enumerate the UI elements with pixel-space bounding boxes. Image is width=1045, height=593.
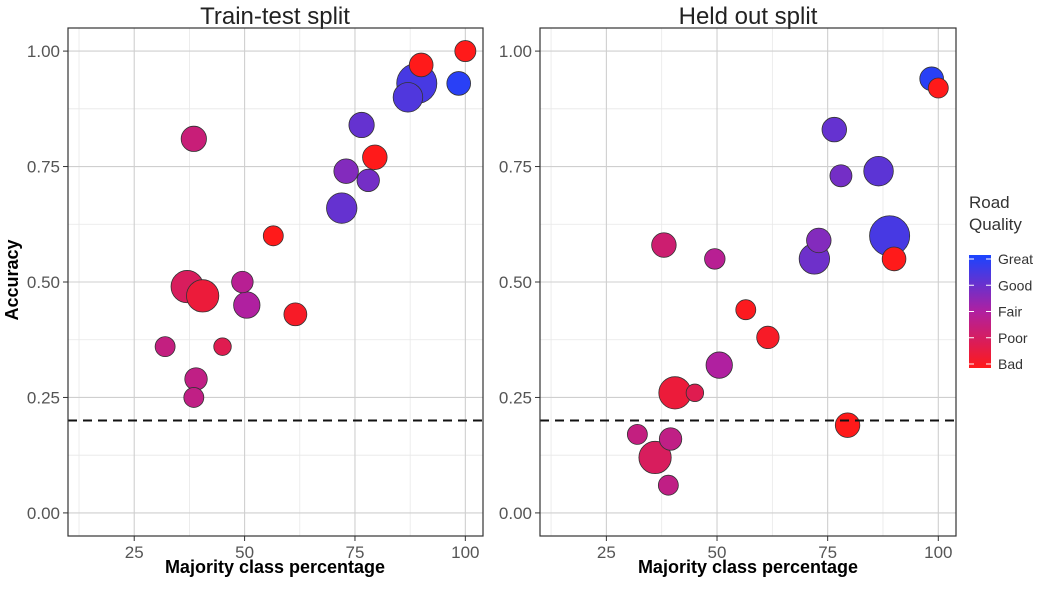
- data-point: [454, 40, 477, 63]
- data-point: [326, 192, 358, 224]
- data-point: [446, 71, 471, 96]
- legend-label: Great: [998, 251, 1033, 267]
- data-point: [392, 82, 424, 113]
- data-point: [348, 111, 375, 139]
- data-point: [626, 423, 648, 445]
- data-point: [705, 351, 733, 379]
- data-point: [356, 168, 380, 193]
- data-point: [231, 270, 254, 294]
- legend-labels: Great Good Fair Poor Bad: [969, 251, 1033, 372]
- data-point: [704, 248, 726, 270]
- x-tick-label: 50: [235, 543, 254, 562]
- x-tick-label: 25: [597, 543, 616, 562]
- data-point: [184, 367, 208, 391]
- data-point: [806, 227, 832, 254]
- data-point: [927, 77, 949, 99]
- data-point: [657, 474, 679, 496]
- x-tick-label: 25: [125, 543, 144, 562]
- legend-label: Poor: [998, 330, 1028, 346]
- data-point: [283, 302, 308, 327]
- data-point: [180, 125, 207, 152]
- panel-title: Train-test split: [200, 3, 350, 30]
- data-point: [638, 440, 672, 475]
- data-point: [834, 412, 861, 438]
- legend-label: Good: [998, 277, 1032, 293]
- legend-title-line2: Quality: [969, 215, 1022, 234]
- legend-label: Fair: [998, 304, 1022, 320]
- y-tick-label: 0.00: [499, 504, 532, 523]
- x-tick-label: 50: [708, 543, 727, 562]
- data-point: [213, 337, 232, 356]
- x-tick-label: 75: [346, 543, 365, 562]
- y-tick-label: 0.50: [27, 273, 60, 292]
- x-axis-label: Majority class percentage: [638, 557, 858, 577]
- y-tick-label: 0.50: [499, 273, 532, 292]
- x-tick-label: 75: [818, 543, 837, 562]
- data-point: [408, 52, 434, 78]
- y-tick-label: 1.00: [499, 42, 532, 61]
- panel-title: Held out split: [679, 3, 818, 30]
- data-point: [685, 383, 705, 402]
- y-axis-label: Accuracy: [2, 239, 22, 320]
- data-point: [756, 325, 780, 350]
- data-point: [262, 225, 284, 247]
- data-point: [186, 279, 220, 313]
- data-point: [154, 336, 176, 358]
- x-tick-label: 100: [451, 543, 479, 562]
- data-point: [829, 164, 853, 188]
- ticks: 25 50 75 100 0.00 0.25 0.50 0.75 1.00: [499, 42, 953, 562]
- data-point: [658, 427, 683, 451]
- grid: [68, 28, 483, 536]
- y-tick-label: 0.75: [499, 158, 532, 177]
- data-point: [821, 116, 847, 143]
- legend-label: Bad: [998, 356, 1023, 372]
- points: [154, 40, 477, 408]
- data-point: [233, 291, 261, 319]
- grid: [540, 28, 956, 536]
- data-point: [735, 299, 757, 321]
- legend-colorbar: [969, 255, 991, 368]
- ticks: 25 50 75 100 0.00 0.25 0.50 0.75 1.00: [27, 42, 480, 562]
- legend: Road Quality Great Good Fair Poor Bad: [969, 193, 1033, 372]
- y-tick-label: 0.00: [27, 504, 60, 523]
- data-point: [651, 232, 677, 258]
- x-axis-label: Majority class percentage: [165, 557, 385, 577]
- y-tick-label: 0.25: [27, 388, 60, 407]
- data-point: [362, 144, 388, 170]
- data-point: [881, 246, 907, 272]
- points: [626, 66, 949, 496]
- panel-train-test: Train-test split 25 50 75 100 0.00 0.25 0.50 0.…: [27, 3, 484, 577]
- data-point: [333, 158, 359, 184]
- data-point: [183, 387, 205, 408]
- y-tick-label: 0.75: [27, 158, 60, 177]
- y-tick-label: 0.25: [499, 388, 532, 407]
- y-tick-label: 1.00: [27, 42, 60, 61]
- x-tick-label: 100: [924, 543, 952, 562]
- legend-title-line1: Road: [969, 193, 1010, 212]
- panel-held-out: Held out split 25 50 75 100 0.00 0.25 0.50 0.75…: [499, 3, 957, 577]
- data-point: [863, 155, 894, 187]
